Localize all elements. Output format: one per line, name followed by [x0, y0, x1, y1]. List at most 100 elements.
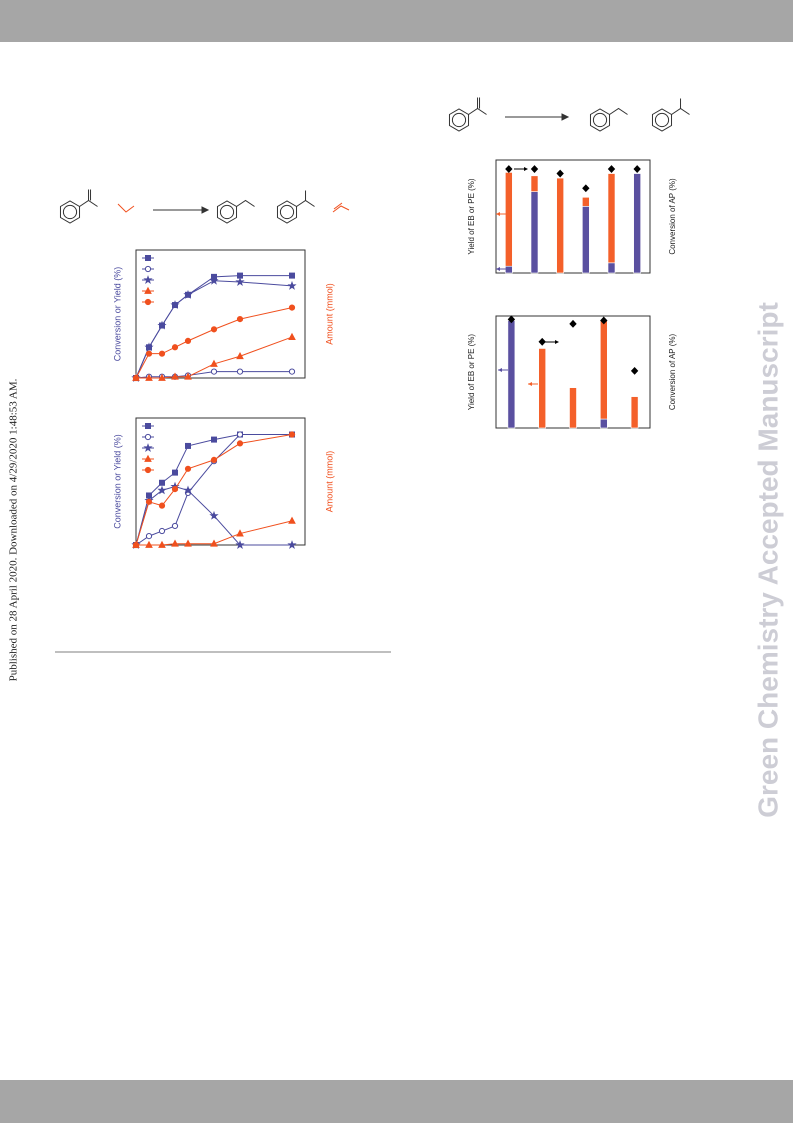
propylene — [117, 203, 135, 213]
bar-segment — [530, 191, 539, 274]
bar-segment — [505, 265, 513, 274]
bar-segment — [505, 172, 513, 267]
marker — [144, 265, 152, 273]
marker — [159, 479, 165, 486]
marker — [505, 165, 513, 173]
series-line — [135, 486, 292, 546]
marker — [287, 280, 297, 290]
marker — [582, 184, 590, 193]
marker — [144, 298, 152, 306]
plot-frame — [495, 159, 651, 274]
y-axis-label: Conversion or Yield (%) — [112, 267, 122, 362]
marker — [132, 541, 140, 549]
marker — [158, 527, 166, 535]
bar-segment — [599, 320, 608, 420]
marker — [157, 485, 167, 495]
marker — [209, 275, 219, 285]
marker — [600, 316, 608, 325]
bar-segment — [530, 175, 539, 192]
marker — [288, 304, 296, 311]
marker — [236, 351, 244, 360]
y-axis-label: Yield of EB or PE (%) — [467, 178, 476, 255]
marker — [184, 539, 192, 547]
arrow-head — [201, 206, 210, 214]
axis-pointer-head — [524, 167, 528, 171]
marker — [211, 436, 217, 443]
marker — [144, 433, 152, 441]
axis-pointer-head — [498, 368, 502, 372]
marker — [184, 372, 192, 380]
marker — [235, 277, 245, 287]
arrow-head — [561, 113, 570, 121]
footer-band — [0, 1080, 793, 1123]
bar-segment — [607, 173, 616, 264]
marker — [157, 320, 167, 330]
axis-pointer-head — [496, 267, 500, 271]
bar-segment — [607, 262, 616, 274]
y-axis-label: Yield of EB or PE (%) — [467, 334, 476, 411]
plot-frame — [135, 249, 306, 379]
marker — [210, 359, 218, 367]
marker — [556, 169, 564, 178]
download-stamp: Published on 28 April 2020. Downloaded o… — [8, 378, 20, 681]
marker — [236, 440, 244, 447]
marker — [538, 337, 546, 346]
bar-segment — [582, 196, 590, 207]
marker — [144, 466, 152, 474]
marker — [236, 316, 244, 323]
y2-axis-label: Conversion of AP (%) — [668, 334, 677, 411]
marker — [145, 540, 153, 548]
marker — [171, 372, 179, 380]
marker — [287, 540, 297, 550]
marker — [289, 272, 295, 279]
axis-pointer-head — [528, 382, 532, 386]
marker — [171, 522, 179, 530]
marker — [158, 373, 166, 381]
marker — [633, 165, 641, 173]
y2-axis-label: Amount (mmol) — [324, 283, 334, 345]
aromatic-circle — [654, 112, 670, 128]
reaction-scheme — [117, 113, 570, 214]
marker — [172, 469, 178, 476]
axis-pointer-head — [555, 340, 559, 344]
bar-segment — [630, 396, 639, 429]
marker — [210, 539, 218, 547]
axis-pointer-head — [496, 212, 500, 216]
header-band — [0, 0, 793, 42]
aromatic-circle — [62, 204, 78, 220]
bar-segment — [556, 177, 564, 274]
marker — [288, 431, 296, 438]
marker — [235, 540, 245, 550]
aromatic-circle — [592, 112, 608, 128]
marker — [144, 286, 152, 294]
substituent — [609, 107, 628, 115]
plot-frame — [135, 417, 306, 546]
propylene — [332, 205, 350, 213]
marker — [145, 255, 151, 261]
marker — [145, 423, 151, 429]
marker — [236, 431, 244, 438]
marker — [132, 374, 140, 382]
marker — [569, 319, 577, 328]
bar-segment — [582, 206, 590, 274]
substituent — [236, 199, 255, 207]
marker — [145, 350, 153, 357]
marker — [171, 539, 179, 547]
marker — [145, 533, 153, 540]
marker — [209, 510, 219, 520]
marker — [288, 516, 296, 524]
y2-axis-label: Conversion of AP (%) — [668, 178, 677, 255]
marker — [158, 540, 166, 548]
watermark: Green Chemistry Accepted Manuscript — [752, 302, 783, 818]
marker — [607, 165, 616, 173]
marker — [145, 498, 153, 505]
marker — [184, 337, 192, 344]
marker — [210, 368, 218, 375]
marker — [145, 373, 153, 381]
marker — [630, 366, 639, 375]
marker — [185, 442, 191, 449]
marker — [158, 350, 166, 357]
